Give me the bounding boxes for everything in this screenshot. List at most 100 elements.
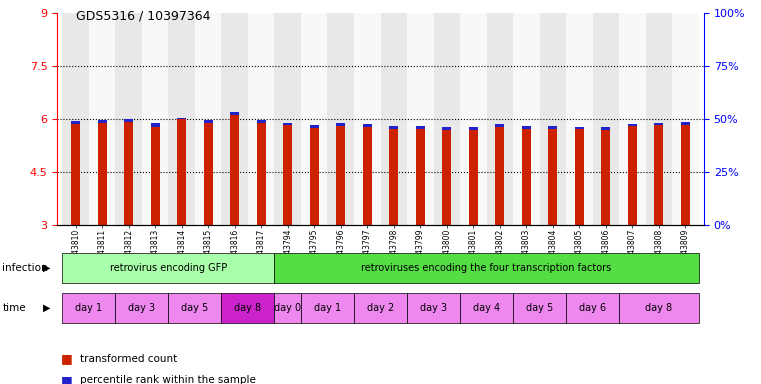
Bar — [407, 293, 460, 323]
Bar — [221, 13, 248, 225]
Text: day 8: day 8 — [645, 303, 673, 313]
Text: ■: ■ — [61, 353, 72, 366]
Bar — [301, 13, 327, 225]
Bar — [681, 125, 690, 225]
Bar — [628, 124, 637, 126]
Bar — [460, 293, 513, 323]
Bar — [62, 253, 275, 283]
Bar — [434, 13, 460, 225]
Text: ■: ■ — [61, 374, 72, 384]
Text: transformed count: transformed count — [80, 354, 177, 364]
Text: retrovirus encoding GFP: retrovirus encoding GFP — [110, 263, 227, 273]
Text: GDS5316 / 10397364: GDS5316 / 10397364 — [76, 10, 211, 23]
Bar — [407, 13, 434, 225]
Text: day 3: day 3 — [129, 303, 155, 313]
Text: day 3: day 3 — [420, 303, 447, 313]
Bar — [469, 130, 478, 225]
Bar — [442, 127, 451, 130]
Bar — [142, 13, 168, 225]
Bar — [336, 123, 345, 126]
Bar — [97, 123, 107, 225]
Text: percentile rank within the sample: percentile rank within the sample — [80, 375, 256, 384]
Text: infection: infection — [2, 263, 48, 273]
Bar — [362, 127, 372, 225]
Bar — [151, 127, 160, 225]
Text: day 1: day 1 — [75, 303, 103, 313]
Bar — [256, 122, 266, 225]
Bar — [248, 13, 275, 225]
Bar — [548, 126, 558, 129]
Bar — [486, 13, 513, 225]
Bar — [256, 120, 266, 122]
Bar — [495, 127, 505, 225]
Bar — [566, 13, 593, 225]
Bar — [177, 118, 186, 119]
Bar — [389, 129, 399, 225]
Bar — [654, 122, 664, 125]
Bar — [645, 13, 672, 225]
Bar — [416, 129, 425, 225]
Bar — [548, 129, 558, 225]
Bar — [275, 293, 301, 323]
Bar — [681, 122, 690, 125]
Bar — [310, 125, 319, 128]
Bar — [354, 13, 380, 225]
Bar — [354, 293, 407, 323]
Bar — [495, 124, 505, 127]
Bar — [275, 253, 699, 283]
Bar — [619, 293, 699, 323]
Bar — [195, 13, 221, 225]
Text: ▶: ▶ — [43, 303, 51, 313]
Bar — [522, 129, 531, 225]
Bar — [62, 13, 89, 225]
Bar — [71, 121, 80, 124]
Bar — [203, 123, 213, 225]
Bar — [124, 122, 133, 225]
Bar — [601, 130, 610, 225]
Bar — [628, 126, 637, 225]
Text: day 5: day 5 — [526, 303, 553, 313]
Text: ▶: ▶ — [43, 263, 51, 273]
Bar — [301, 293, 354, 323]
Bar — [619, 13, 645, 225]
Text: retroviruses encoding the four transcription factors: retroviruses encoding the four transcrip… — [361, 263, 612, 273]
Text: day 4: day 4 — [473, 303, 500, 313]
Text: day 5: day 5 — [181, 303, 209, 313]
Bar — [389, 126, 399, 129]
Bar — [310, 128, 319, 225]
Bar — [380, 13, 407, 225]
Bar — [283, 122, 292, 125]
Bar — [71, 124, 80, 225]
Text: day 6: day 6 — [579, 303, 607, 313]
Bar — [97, 120, 107, 123]
Bar — [540, 13, 566, 225]
Bar — [513, 293, 566, 323]
Bar — [124, 119, 133, 122]
Bar — [566, 293, 619, 323]
Bar — [522, 126, 531, 129]
Bar — [601, 127, 610, 130]
Bar — [442, 130, 451, 225]
Bar — [168, 13, 195, 225]
Bar — [275, 13, 301, 225]
Text: day 2: day 2 — [367, 303, 394, 313]
Bar — [168, 293, 221, 323]
Bar — [575, 129, 584, 225]
Bar — [513, 13, 540, 225]
Text: day 1: day 1 — [314, 303, 341, 313]
Bar — [221, 293, 275, 323]
Text: time: time — [2, 303, 26, 313]
Bar — [469, 127, 478, 130]
Bar — [593, 13, 619, 225]
Bar — [416, 126, 425, 129]
Bar — [362, 124, 372, 127]
Bar — [151, 123, 160, 127]
Text: day 8: day 8 — [234, 303, 262, 313]
Bar — [283, 125, 292, 225]
Bar — [116, 293, 168, 323]
Text: day 0: day 0 — [274, 303, 301, 313]
Bar — [230, 115, 239, 225]
Bar — [654, 125, 664, 225]
Bar — [672, 13, 699, 225]
Bar — [575, 127, 584, 129]
